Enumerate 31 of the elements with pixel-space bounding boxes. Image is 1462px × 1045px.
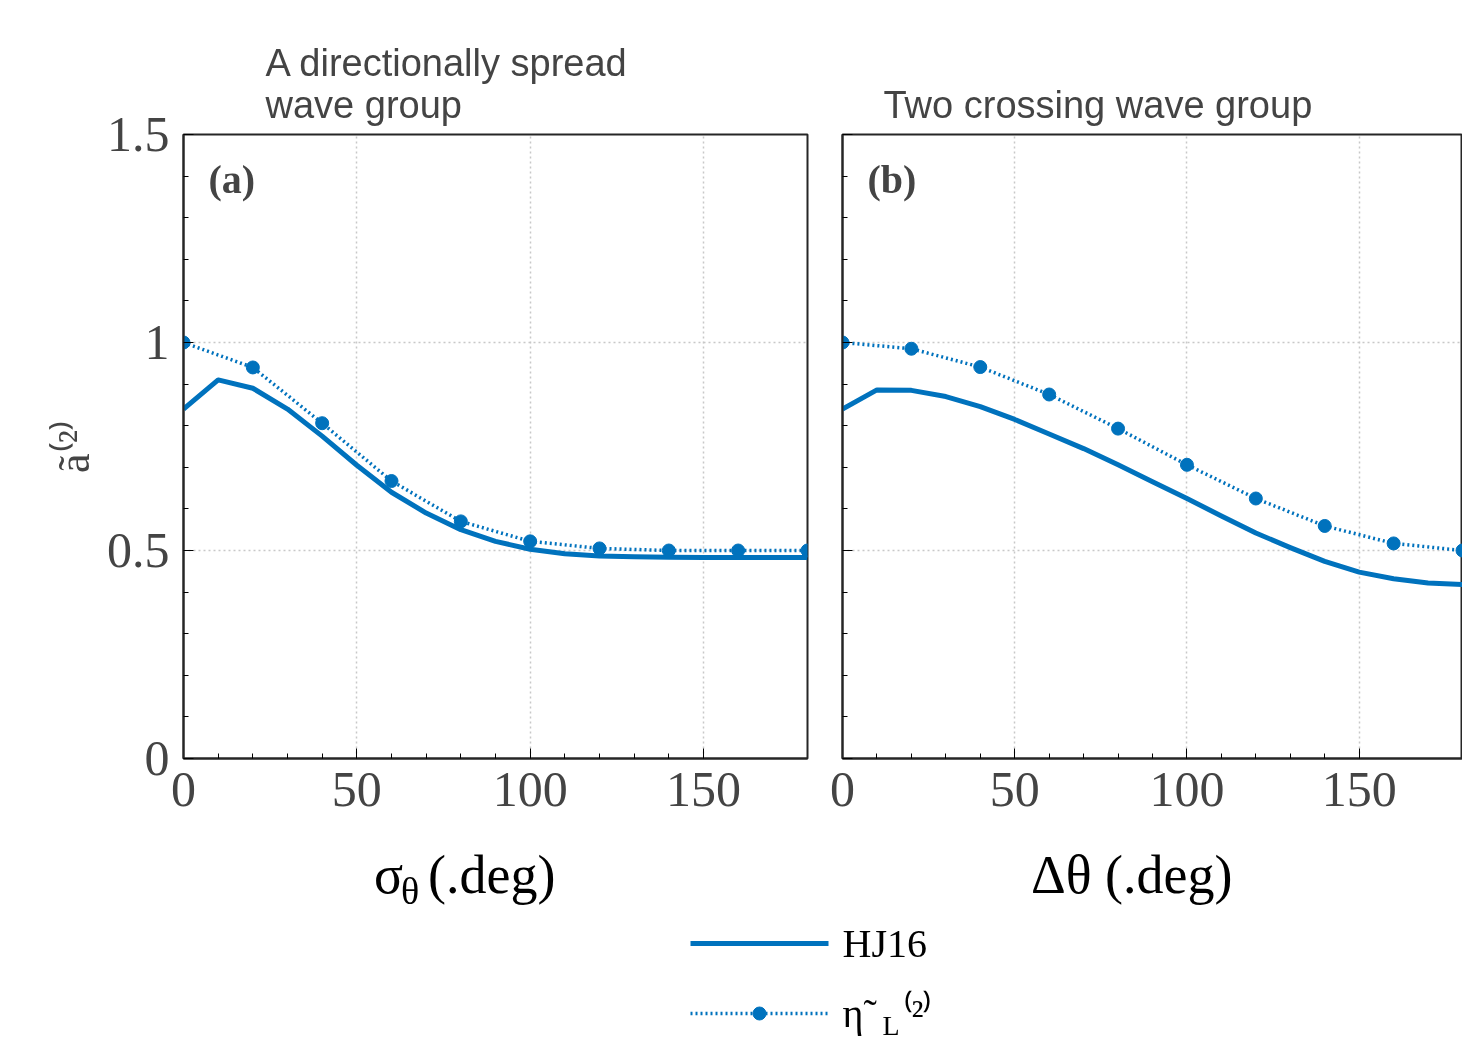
point xyxy=(1317,518,1332,533)
point xyxy=(245,360,260,375)
x-tick-label: 50 xyxy=(331,760,382,817)
point xyxy=(973,360,988,375)
y-tick-label: 1.5 xyxy=(107,106,170,162)
x-tick-label: 100 xyxy=(1149,760,1225,817)
annotation: (b) xyxy=(867,157,917,202)
point xyxy=(384,474,399,489)
x-tick-label: 150 xyxy=(1321,760,1397,817)
y-axis-title: ã⁽²⁾ xyxy=(49,420,99,473)
point xyxy=(1248,491,1263,506)
annotation: (a) xyxy=(208,157,256,202)
point xyxy=(523,534,538,549)
y-tick-label: 0.5 xyxy=(107,522,170,578)
chart-title: A directionally spread wave group xyxy=(264,41,627,126)
x-tick-label: 100 xyxy=(492,760,568,817)
point xyxy=(1179,457,1194,472)
point xyxy=(1111,421,1126,436)
legend-label: HJ16 xyxy=(842,921,927,966)
point xyxy=(1386,536,1401,551)
point xyxy=(1042,387,1057,402)
point xyxy=(315,416,330,431)
x-tick-label: 50 xyxy=(989,760,1040,817)
point xyxy=(592,541,607,556)
x-tick-label: 0 xyxy=(830,760,855,817)
point xyxy=(453,514,468,529)
y-tick-label: 1 xyxy=(144,314,170,370)
x-tick-label: 150 xyxy=(666,760,741,817)
chart-title: Two crossing wave group xyxy=(883,83,1313,126)
x-axis-title: Δθ (.deg) xyxy=(1031,844,1233,905)
point xyxy=(904,341,919,356)
